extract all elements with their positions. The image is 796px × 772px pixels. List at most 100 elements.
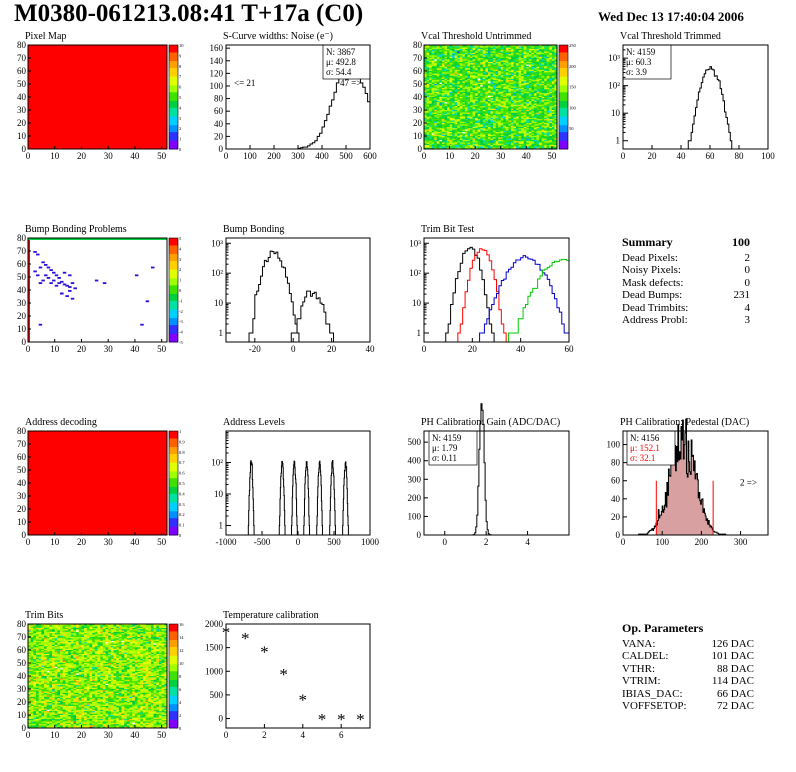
vcal-untrimmed-cell [426, 74, 430, 77]
address-decoding-palette-cell [169, 446, 178, 449]
vcal-untrimmed-cell [447, 81, 450, 83]
vcal-untrimmed-palette-cell [559, 131, 568, 134]
vcal-untrimmed-cell [447, 64, 450, 67]
address-decoding-palette-cell [169, 483, 178, 486]
vcal-untrimmed-cell [457, 86, 461, 89]
vcal-untrimmed-cell [493, 100, 496, 103]
vcal-untrimmed-cell [436, 89, 440, 91]
pixel-map-palette-cell [169, 83, 178, 86]
vcal-untrimmed-cell [444, 59, 448, 61]
vcal-untrimmed-cell [436, 108, 440, 111]
vcal-untrimmed-cell [493, 85, 496, 87]
bump-problems-problem-pixel [70, 282, 75, 285]
vcal-untrimmed-cell [508, 107, 512, 109]
vcal-untrimmed-cell [452, 55, 455, 57]
address-decoding-palette-cell [169, 488, 178, 491]
vcal-untrimmed-cell [454, 142, 458, 145]
vcal-untrimmed-cell [480, 60, 484, 63]
vcal-untrimmed-cell [454, 125, 458, 128]
vcal-untrimmed-cell [472, 81, 476, 83]
vcal-untrimmed-cell [541, 58, 545, 60]
vcal-untrimmed-cell [495, 128, 499, 130]
bump-problems-problem-pixel [36, 253, 40, 256]
vcal-untrimmed-cell [544, 125, 548, 128]
vcal-untrimmed-cell [510, 103, 514, 106]
vcal-untrimmed-cell [477, 142, 481, 145]
vcal-untrimmed-cell [467, 55, 471, 57]
vcal-untrimmed-cell [470, 124, 473, 126]
vcal-untrimmed-cell [523, 116, 527, 119]
vcal-untrimmed-cell [426, 119, 430, 121]
vcal-untrimmed-cell [500, 119, 504, 121]
vcal-untrimmed-cell [449, 95, 453, 98]
vcal-untrimmed-cell [516, 133, 519, 135]
vcal-untrimmed-palette-cell [559, 119, 568, 122]
vcal-untrimmed-cell [449, 60, 453, 63]
vcal-untrimmed-cell [536, 124, 540, 126]
vcal-untrimmed-cell [459, 117, 463, 120]
vcal-untrimmed-cell [490, 74, 494, 77]
vcal-untrimmed-cell [523, 128, 527, 130]
vcal-untrimmed-cell [482, 115, 486, 117]
bump-problems-ytick-label: 60 [17, 259, 27, 269]
vcal-untrimmed-cell [510, 130, 514, 133]
vcal-untrimmed-cell [493, 59, 496, 61]
vcal-untrimmed-cell [472, 90, 476, 93]
bump-problems-palette-cell [169, 286, 178, 289]
vcal-untrimmed-cell [544, 146, 548, 148]
trim-bits-title: Trim Bits [25, 610, 63, 621]
vcal-untrimmed-cell [467, 104, 471, 107]
vcal-untrimmed-cell [482, 91, 486, 94]
vcal-untrimmed-cell [485, 71, 489, 73]
vcal-untrimmed-cell [495, 107, 499, 109]
vcal-untrimmed-cell [464, 113, 468, 116]
vcal-untrimmed-cell [462, 124, 466, 126]
vcal-untrimmed-cell [503, 61, 507, 64]
vcal-untrimmed-cell [485, 47, 489, 50]
vcal-untrimmed-cell [475, 143, 479, 146]
vcal-untrimmed-cell [487, 110, 491, 112]
vcal-untrimmed-cell [521, 77, 525, 80]
vcal-untrimmed-cell [480, 102, 484, 104]
vcal-untrimmed-cell [539, 60, 542, 63]
vcal-untrimmed-cell [510, 121, 514, 124]
vcal-untrimmed-cell [521, 126, 525, 129]
vcal-untrimmed-cell [503, 46, 507, 48]
vcal-untrimmed-cell [510, 56, 514, 59]
vcal-untrimmed-cell [485, 67, 489, 69]
vcal-untrimmed-cell [551, 94, 555, 96]
address-decoding-palette-cell [169, 502, 178, 505]
bump-bonding-peak [243, 250, 305, 343]
vcal-untrimmed-cell [480, 61, 484, 64]
vcal-untrimmed-cell [457, 103, 461, 106]
vcal-untrimmed-cell [449, 90, 453, 93]
vcal-untrimmed-cell [551, 107, 555, 109]
vcal-untrimmed-cell [436, 52, 440, 55]
vcal-untrimmed-cell [485, 51, 489, 54]
vcal-untrimmed-cell [457, 143, 461, 146]
vcal-untrimmed-cell [539, 68, 542, 70]
vcal-untrimmed-cell [462, 129, 466, 132]
vcal-untrimmed-cell [546, 76, 550, 78]
vcal-untrimmed-cell [482, 51, 486, 54]
trim-bits-cell [28, 696, 31, 699]
vcal-untrimmed-cell [436, 58, 440, 60]
vcal-untrimmed-cell [485, 73, 489, 76]
vcal-untrimmed-cell [544, 123, 548, 125]
trim-bits-cell [28, 664, 31, 666]
vcal-untrimmed-cell [447, 104, 450, 107]
vcal-untrimmed-cell [546, 120, 550, 122]
vcal-untrimmed-cell [434, 45, 438, 47]
vcal-untrimmed-cell [533, 133, 537, 135]
vcal-untrimmed-cell [429, 113, 432, 116]
vcal-untrimmed-cell [510, 63, 514, 65]
vcal-untrimmed-cell [480, 141, 484, 143]
vcal-untrimmed-cell [500, 98, 504, 100]
vcal-untrimmed-cell [505, 100, 509, 103]
vcal-untrimmed-cell [495, 106, 499, 108]
vcal-untrimmed-cell [441, 47, 445, 50]
vcal-untrimmed-palette-cell [559, 124, 568, 127]
vcal-untrimmed-cell [510, 73, 514, 76]
vcal-untrimmed-cell [518, 111, 522, 113]
vcal-untrimmed-cell [526, 130, 530, 133]
